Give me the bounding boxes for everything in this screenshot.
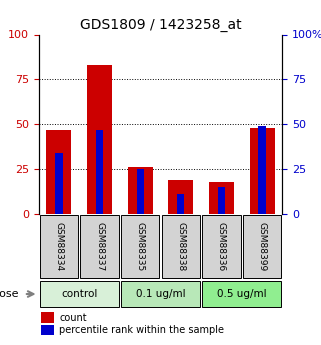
Bar — [168, 180, 194, 214]
Bar — [177, 194, 185, 214]
Text: GSM88337: GSM88337 — [95, 222, 104, 271]
Bar — [218, 187, 225, 214]
Text: GSM88336: GSM88336 — [217, 222, 226, 271]
Bar — [127, 167, 153, 214]
Text: control: control — [61, 289, 97, 299]
Bar — [209, 182, 234, 214]
Text: 0.5 ug/ml: 0.5 ug/ml — [217, 289, 267, 299]
Bar — [41, 312, 54, 323]
FancyBboxPatch shape — [121, 281, 200, 307]
Title: GDS1809 / 1423258_at: GDS1809 / 1423258_at — [80, 18, 241, 32]
Bar — [55, 153, 63, 214]
FancyBboxPatch shape — [243, 215, 281, 278]
Bar — [87, 65, 112, 214]
FancyBboxPatch shape — [121, 215, 159, 278]
Bar — [136, 169, 144, 214]
Text: percentile rank within the sample: percentile rank within the sample — [59, 325, 224, 335]
Text: GSM88334: GSM88334 — [54, 222, 63, 271]
Bar — [96, 130, 103, 214]
FancyBboxPatch shape — [40, 215, 78, 278]
Bar — [41, 325, 54, 335]
Text: GSM88335: GSM88335 — [136, 222, 145, 271]
FancyBboxPatch shape — [40, 281, 119, 307]
FancyBboxPatch shape — [80, 215, 119, 278]
Text: dose: dose — [0, 289, 19, 299]
Bar — [249, 128, 275, 214]
FancyBboxPatch shape — [162, 215, 200, 278]
Text: GSM88399: GSM88399 — [258, 222, 267, 271]
FancyBboxPatch shape — [202, 281, 281, 307]
Bar — [258, 126, 266, 214]
Bar — [46, 130, 72, 214]
Text: count: count — [59, 313, 87, 323]
Text: GSM88338: GSM88338 — [176, 222, 185, 271]
Text: 0.1 ug/ml: 0.1 ug/ml — [136, 289, 185, 299]
FancyBboxPatch shape — [202, 215, 241, 278]
